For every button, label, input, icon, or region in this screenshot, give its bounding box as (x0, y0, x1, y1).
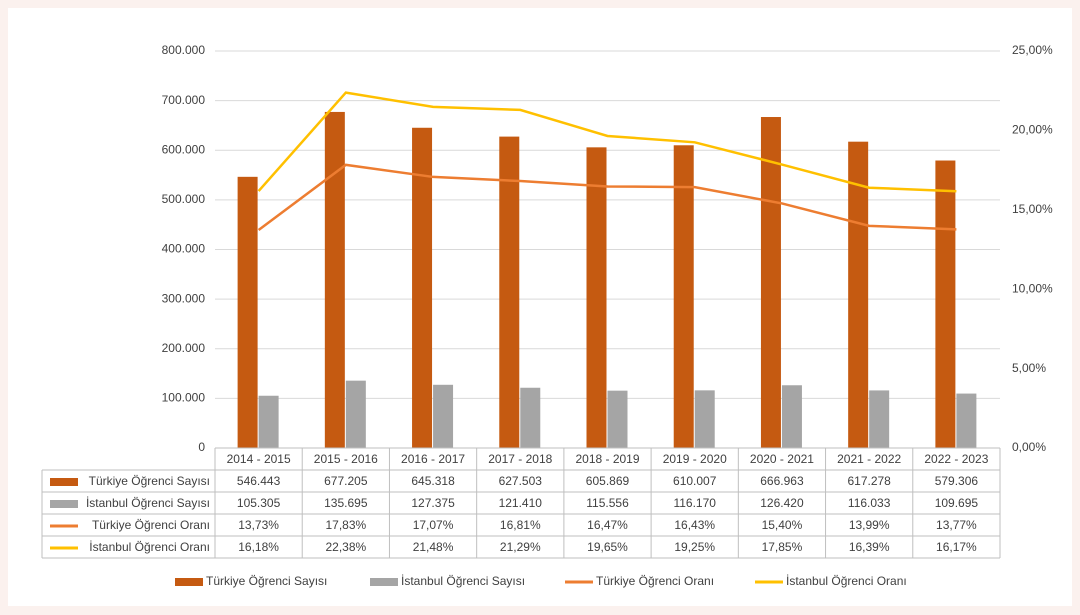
table-cell: 105.305 (237, 496, 281, 510)
line (257, 91, 957, 193)
x-tick-label: 2019 - 2020 (663, 452, 727, 466)
table-cell: 13,73% (238, 518, 279, 532)
x-tick-label: 2021 - 2022 (837, 452, 901, 466)
bar (673, 145, 694, 448)
x-tick-label: 2014 - 2015 (227, 452, 291, 466)
y2-tick-label: 15,00% (1012, 202, 1053, 216)
table-cell: 546.443 (237, 474, 281, 488)
y-tick-label: 800.000 (162, 43, 206, 57)
legend-key (50, 500, 78, 508)
x-tick-label: 2018 - 2019 (575, 452, 639, 466)
bar (412, 127, 433, 449)
table-cell: 109.695 (935, 496, 979, 510)
line (257, 163, 957, 231)
bar (781, 385, 802, 448)
legend-key (370, 578, 398, 586)
x-tick-label: 2020 - 2021 (750, 452, 814, 466)
x-tick-label: 2015 - 2016 (314, 452, 378, 466)
bar (935, 160, 956, 448)
table-cell: 579.306 (935, 474, 979, 488)
bar (324, 111, 345, 449)
x-tick-label: 2022 - 2023 (924, 452, 988, 466)
table-cell: 666.963 (760, 474, 804, 488)
table-cell: 617.278 (847, 474, 891, 488)
table-cell: 13,77% (936, 518, 977, 532)
y2-tick-label: 5,00% (1012, 361, 1046, 375)
y-tick-label: 200.000 (162, 341, 206, 355)
table-cell: 605.869 (586, 474, 630, 488)
table-cell: 16,43% (674, 518, 715, 532)
legend-key (50, 478, 78, 486)
table-row-label: Türkiye Öğrenci Oranı (92, 518, 210, 532)
table-cell: 22,38% (325, 540, 366, 554)
table-row-label: İstanbul Öğrenci Sayısı (86, 496, 210, 510)
y2-tick-label: 25,00% (1012, 43, 1053, 57)
y2-tick-label: 10,00% (1012, 281, 1053, 295)
table-cell: 116.170 (673, 496, 716, 510)
table-cell: 13,99% (849, 518, 890, 532)
legend-label: Türkiye Öğrenci Sayısı (206, 574, 327, 588)
y-tick-label: 300.000 (162, 291, 206, 305)
bar (848, 141, 869, 449)
bar (869, 390, 890, 448)
table-cell: 17,83% (325, 518, 366, 532)
y-tick-label: 600.000 (162, 142, 206, 156)
bar (956, 393, 977, 448)
table-cell: 116.033 (848, 496, 891, 510)
y-tick-label: 500.000 (162, 192, 206, 206)
bar (760, 117, 781, 449)
legend-label: İstanbul Öğrenci Sayısı (401, 574, 525, 588)
bar (586, 147, 607, 448)
legend-label: İstanbul Öğrenci Oranı (786, 574, 907, 588)
table-cell: 16,39% (849, 540, 890, 554)
y-tick-label: 400.000 (162, 242, 206, 256)
table-cell: 19,65% (587, 540, 628, 554)
table-cell: 17,07% (413, 518, 454, 532)
table-cell: 610.007 (673, 474, 717, 488)
bar (694, 390, 715, 448)
table-cell: 677.205 (324, 474, 368, 488)
table-cell: 19,25% (674, 540, 715, 554)
table-cell: 627.503 (499, 474, 543, 488)
table-row-label: İstanbul Öğrenci Oranı (89, 540, 210, 554)
bar (345, 380, 366, 448)
table-cell: 21,48% (413, 540, 454, 554)
table-cell: 126.420 (760, 496, 804, 510)
table-cell: 127.375 (411, 496, 455, 510)
table-cell: 135.695 (324, 496, 368, 510)
table-row-label: Türkiye Öğrenci Sayısı (89, 474, 210, 488)
y-tick-label: 0 (198, 440, 205, 454)
bar (258, 395, 279, 448)
table-cell: 16,17% (936, 540, 977, 554)
bar (237, 176, 258, 448)
table-cell: 16,47% (587, 518, 628, 532)
y2-tick-label: 20,00% (1012, 123, 1053, 137)
y-tick-label: 100.000 (162, 391, 206, 405)
y2-tick-label: 0,00% (1012, 440, 1046, 454)
chart-area (8, 8, 1072, 606)
table-cell: 645.318 (411, 474, 455, 488)
table-cell: 16,81% (500, 518, 541, 532)
table-cell: 17,85% (762, 540, 803, 554)
legend-key (175, 578, 203, 586)
table-cell: 115.556 (586, 496, 629, 510)
table-cell: 21,29% (500, 540, 541, 554)
bar (607, 390, 628, 448)
x-tick-label: 2017 - 2018 (488, 452, 552, 466)
x-tick-label: 2016 - 2017 (401, 452, 465, 466)
bar (433, 384, 454, 448)
bar (520, 387, 541, 448)
table-cell: 15,40% (762, 518, 803, 532)
table-cell: 16,18% (238, 540, 279, 554)
table-cell: 121.410 (499, 496, 543, 510)
legend-label: Türkiye Öğrenci Oranı (596, 574, 714, 588)
y-tick-label: 700.000 (162, 93, 206, 107)
bar (499, 136, 520, 449)
